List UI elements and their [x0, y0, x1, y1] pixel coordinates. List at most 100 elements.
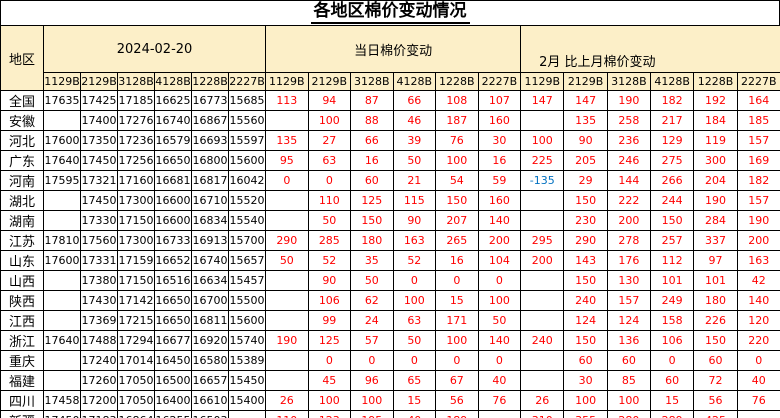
price-cell: 17810 [43, 230, 81, 251]
monthly-change-cell: 157 [736, 130, 780, 151]
daily-change-cell: 100 [307, 110, 352, 131]
price-cell: 16710 [191, 190, 229, 211]
price-cell [43, 350, 81, 371]
column-header: 1129B [520, 72, 565, 91]
price-cell: 17183 [80, 410, 118, 418]
price-cell: 17488 [80, 330, 118, 351]
region-cell: 福建 [0, 370, 44, 391]
region-cell: 江西 [0, 310, 44, 331]
region-cell: 陕西 [0, 290, 44, 311]
daily-change-cell: 135 [265, 130, 309, 151]
price-cell: 17331 [80, 250, 118, 271]
monthly-change-cell: 29 [563, 170, 608, 191]
monthly-change-cell: 136 [606, 330, 652, 351]
daily-change-cell: 50 [265, 250, 309, 271]
daily-change-cell: 39 [392, 130, 437, 151]
price-cell: 16600 [154, 210, 192, 231]
daily-change-cell: 171 [435, 310, 479, 331]
monthly-change-cell: 192 [693, 90, 738, 111]
daily-change-cell [265, 210, 309, 231]
monthly-change-cell: 163 [736, 250, 780, 271]
group-header-monthly-change: 2月 比上月棉价变动 [520, 25, 780, 73]
table-row: 广东 17640 17450 17256 16650 16800 15600 95 63 16 50… [0, 150, 780, 171]
monthly-change-cell: 158 [650, 310, 695, 331]
daily-change-cell: 40 [477, 370, 522, 391]
column-header: 2129B [307, 72, 352, 91]
monthly-change-cell: 112 [650, 250, 695, 271]
monthly-change-cell: 124 [606, 310, 652, 331]
daily-change-cell: 200 [477, 230, 522, 251]
daily-change-cell: 106 [307, 290, 352, 311]
monthly-change-cell: 0 [650, 350, 695, 371]
monthly-change-cell [520, 290, 565, 311]
daily-change-cell [265, 310, 309, 331]
daily-change-cell: 57 [350, 330, 394, 351]
price-cell: 16864 [117, 410, 155, 418]
daily-change-cell: 100 [392, 290, 437, 311]
column-header: 3128B [350, 72, 394, 91]
monthly-change-cell: 280 [606, 410, 652, 418]
daily-change-cell: 95 [265, 150, 309, 171]
price-cell: 17236 [117, 130, 155, 151]
monthly-change-cell: 200 [606, 210, 652, 231]
monthly-change-cell: 244 [650, 190, 695, 211]
group-header-daily-change: 当日棉价变动 [265, 25, 522, 73]
monthly-change-cell: 101 [650, 270, 695, 291]
price-cell: 16650 [154, 290, 192, 311]
column-header: 1129B [265, 72, 309, 91]
group-header-row: 地区 2024-02-20 当日棉价变动 2月 比上月棉价变动 [0, 25, 780, 91]
daily-change-cell: 66 [392, 90, 437, 111]
monthly-change-cell: 60 [650, 370, 695, 391]
monthly-change-cell: 60 [606, 350, 652, 371]
price-cell: 16811 [191, 310, 229, 331]
table-row: 福建 17260 17050 16500 16657 15450 45 96 65 67 40 30 8… [0, 370, 780, 391]
daily-change-cell [265, 350, 309, 371]
daily-change-cell: 90 [307, 270, 352, 291]
daily-change-cell: 160 [477, 190, 522, 211]
price-cell: 16693 [191, 130, 229, 151]
monthly-change-cell: 295 [520, 230, 565, 251]
price-cell: 17160 [117, 170, 155, 191]
daily-change-cell: 50 [307, 210, 352, 231]
monthly-change-cell [520, 210, 565, 231]
daily-change-cell: 27 [307, 130, 352, 151]
monthly-change-cell: 169 [736, 150, 780, 171]
price-cell: 15657 [227, 250, 267, 271]
price-cell: 17640 [43, 330, 81, 351]
monthly-change-cell: 144 [606, 170, 652, 191]
monthly-change-cell: 143 [563, 250, 608, 271]
daily-change-cell: 0 [435, 350, 479, 371]
region-cell: 安徽 [0, 110, 44, 131]
price-cell: 17240 [80, 350, 118, 371]
table-row: 河北 17600 17350 17236 16579 16693 15597 135 27 66 3… [0, 130, 780, 151]
monthly-change-cell [520, 310, 565, 331]
daily-change-cell: 50 [477, 310, 522, 331]
title-row: 各地区棉价变动情况 [0, 0, 780, 25]
monthly-change-cell: 257 [650, 230, 695, 251]
daily-change-cell: 65 [392, 370, 437, 391]
price-cell [43, 370, 81, 391]
price-cell [43, 110, 81, 131]
daily-change-cell: 87 [350, 90, 394, 111]
price-cell: 16700 [191, 290, 229, 311]
price-cell: 15457 [227, 270, 267, 291]
price-cell: 17050 [117, 390, 155, 411]
price-cell: 16834 [191, 210, 229, 231]
column-header: 4128B [154, 72, 192, 91]
monthly-change-cell: 236 [606, 130, 652, 151]
price-cell: 15540 [227, 210, 267, 231]
monthly-change-cell: 275 [650, 150, 695, 171]
daily-change-cell: 113 [265, 90, 309, 111]
daily-change-cell: 15 [392, 390, 437, 411]
price-cell: 17600 [43, 130, 81, 151]
column-header: 2227B [227, 72, 267, 91]
price-cell: 15450 [227, 370, 267, 391]
daily-change-cell: 0 [435, 270, 479, 291]
price-cell: 17150 [117, 270, 155, 291]
monthly-change-cell: 284 [693, 210, 738, 231]
table-row: 安徽 17400 17276 16740 16867 15560 100 88 46 187 160… [0, 110, 780, 131]
daily-change-cell: 90 [392, 210, 437, 231]
daily-change-cell: 100 [435, 150, 479, 171]
daily-change-cell: 125 [307, 330, 352, 351]
